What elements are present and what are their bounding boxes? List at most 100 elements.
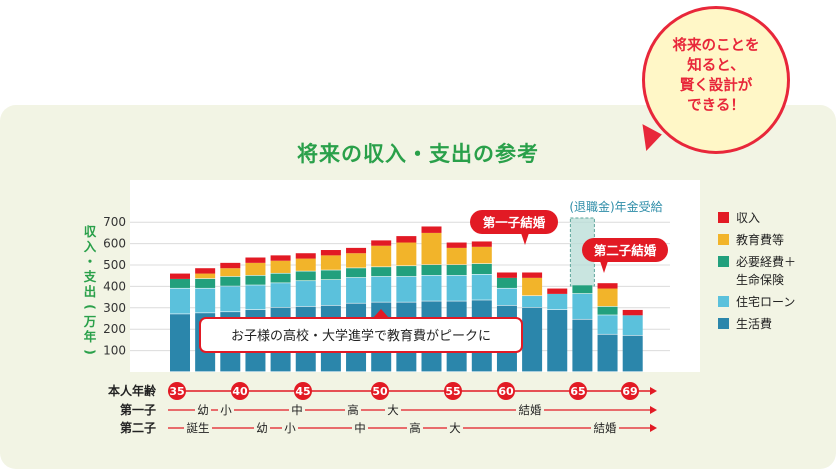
bar-segment (195, 273, 216, 279)
bar-segment (421, 275, 442, 301)
timeline-mark-bg (352, 420, 368, 436)
bar-segment (446, 247, 467, 265)
timeline-mark-bg (516, 402, 544, 418)
bar-segment (295, 253, 316, 259)
bar-segment (396, 236, 417, 243)
timeline-mark-bg (195, 402, 211, 418)
y-axis-label-char: 収 (84, 224, 97, 239)
legend-label-housing-loan: 住宅ローン (736, 295, 796, 309)
timeline-row-label: 本人年齢 (108, 383, 157, 398)
bar-segment (220, 268, 241, 277)
timeline-age-label: 35 (169, 385, 184, 398)
bar-segment (547, 293, 568, 310)
annotation-pointer-peak (373, 309, 389, 318)
bar-segment (421, 265, 442, 276)
timeline-mark-bg (591, 420, 619, 436)
legend-swatch-expenses-insurance (718, 256, 729, 267)
bar-segment (547, 288, 568, 294)
bar-segment (220, 276, 241, 286)
bar-segment (471, 263, 492, 275)
timeline-mark-bg (289, 402, 305, 418)
annotation-first-child-marriage: 第一子結婚 (483, 215, 546, 230)
bar-segment (572, 319, 593, 372)
bar-segment (195, 278, 216, 288)
bar-segment (346, 277, 367, 303)
legend-item-living-cost: 生活費 (718, 315, 796, 337)
annotation-tag-first-child (470, 210, 558, 234)
timeline-age-label: 40 (232, 385, 248, 398)
legend-swatch-education (718, 234, 729, 245)
bar-segment (396, 242, 417, 266)
chart-legend: 収入 教育費等 必要経費＋ 生命保険 住宅ローン 生活費 (718, 209, 796, 337)
bar-segment (597, 288, 618, 307)
timeline-mark-bg (385, 402, 401, 418)
annotation-pension: (退職金)年金受給 (569, 199, 662, 214)
timeline-mark-bg (218, 402, 234, 418)
legend-label-living-cost: 生活費 (736, 317, 773, 331)
timeline-age-label: 60 (498, 385, 514, 398)
y-axis-label-char: 支 (83, 269, 97, 284)
bar-segment (195, 288, 216, 313)
timeline-mark: 結婚 (594, 421, 617, 435)
timeline-age-label: 65 (570, 385, 585, 398)
timeline-mark: 中 (291, 403, 303, 417)
bar-segment (371, 267, 392, 277)
bar-segment (622, 315, 643, 336)
timeline-mark: 中 (354, 421, 366, 435)
bar-segment (496, 277, 517, 288)
timeline-mark: 小 (220, 403, 232, 417)
legend-swatch-income (718, 212, 729, 223)
bar-segment (396, 266, 417, 277)
bar-segment (371, 245, 392, 267)
bar-segment (597, 334, 618, 372)
timeline-age-label: 45 (295, 385, 310, 398)
timeline-arrow-age (650, 387, 657, 395)
bar-segment (597, 283, 618, 289)
bar-segment (220, 262, 241, 269)
timeline-mark: 結婚 (519, 403, 542, 417)
y-axis-label-char: 出 (84, 284, 97, 299)
speech-bubble (642, 6, 790, 154)
timeline-age-dot (497, 382, 515, 400)
legend-label-education: 教育費等 (736, 233, 785, 247)
timeline-age-dot (168, 382, 186, 400)
timeline-mark-bg (407, 420, 423, 436)
bar-segment (220, 286, 241, 312)
bar-segment (471, 274, 492, 300)
bar-segment (295, 281, 316, 307)
y-tick-label-500: 500 (103, 258, 126, 272)
chart-title: 将来の収入・支出の参考 (297, 142, 539, 166)
bar-segment (346, 247, 367, 254)
y-tick-label-200: 200 (103, 322, 126, 336)
bar-segment (320, 279, 341, 306)
timeline-mark: 小 (284, 421, 296, 435)
y-tick-label-400: 400 (103, 279, 126, 293)
speech-bubble-text: 将来のことを 知ると、 賢く設計が できる！ (672, 38, 760, 114)
bar-segment (597, 306, 618, 315)
bar-segment (371, 240, 392, 246)
bar-segment (170, 273, 190, 279)
timeline-arrow (650, 406, 657, 414)
annotation-second-child-marriage: 第二子結婚 (594, 243, 657, 258)
annotation-tag-second-child (582, 238, 668, 262)
timeline-age-dot (569, 382, 587, 400)
bar-segment (421, 226, 442, 233)
bar-segment (371, 276, 392, 302)
timeline-mark: 幼 (197, 403, 209, 417)
bar-segment (446, 275, 467, 301)
bar-segment (597, 315, 618, 334)
y-axis-label-char: 年 (84, 329, 97, 344)
bar-segment (421, 232, 442, 265)
timeline-mark: 高 (409, 421, 421, 435)
timeline-mark-bg (447, 420, 463, 436)
bar-segment (522, 296, 543, 308)
legend-swatch-housing-loan (718, 296, 729, 307)
timeline-mark: 幼 (256, 421, 268, 435)
legend-swatch-living-cost (718, 318, 729, 329)
bar-segment (270, 273, 291, 283)
bar-segment (295, 258, 316, 271)
y-axis-label-char: 入 (84, 239, 97, 254)
bar-segment (622, 309, 643, 316)
timeline-mark: 高 (347, 403, 359, 417)
